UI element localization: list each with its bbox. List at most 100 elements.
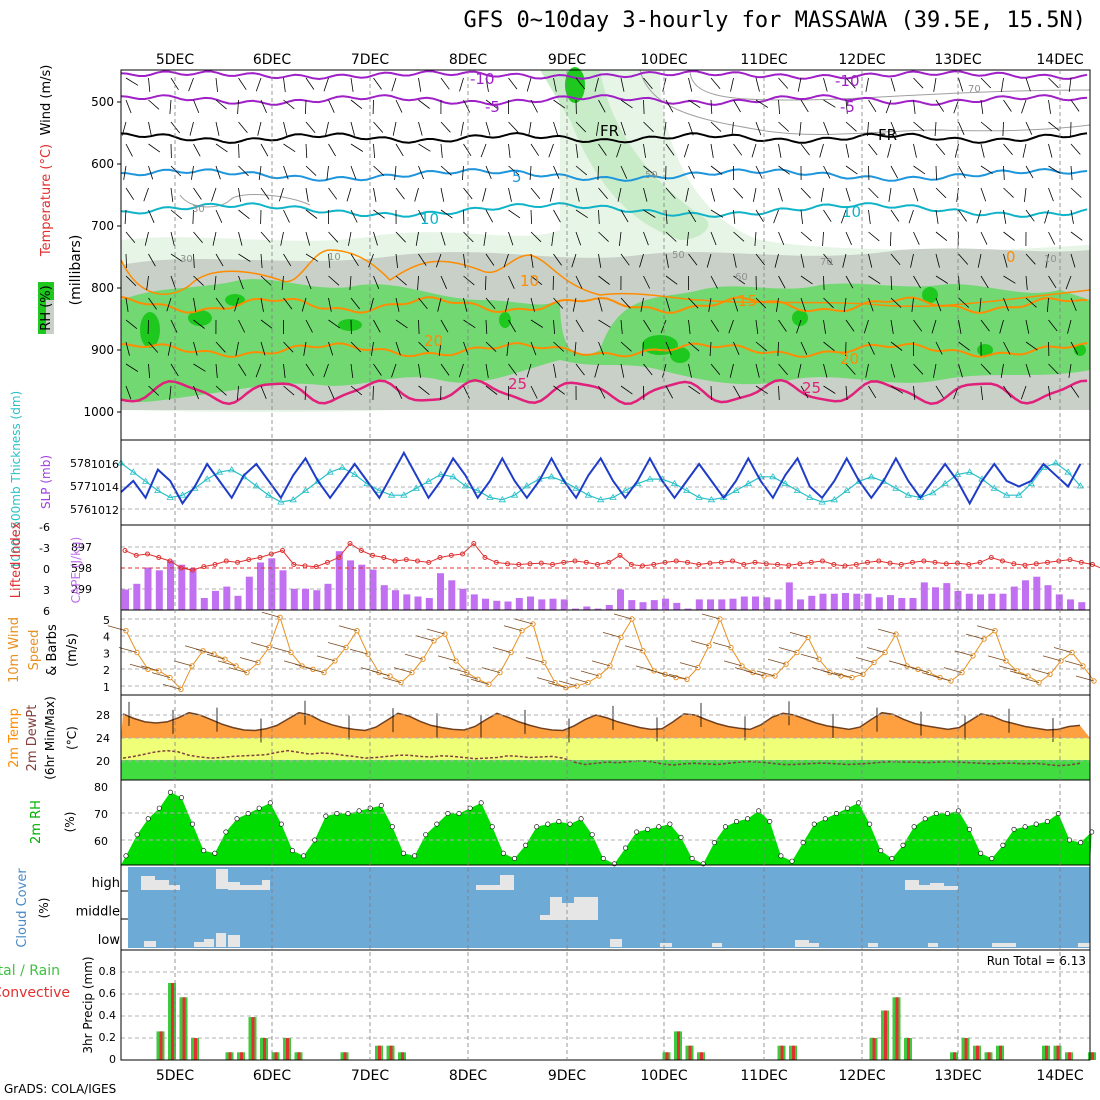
y-tick-label: 700: [91, 219, 114, 233]
wind-barb: [485, 275, 487, 291]
wind-barb: [776, 297, 779, 312]
lifted-index-marker: [257, 555, 263, 560]
wind-barb: [1009, 670, 1029, 677]
wind-barb: [463, 341, 469, 356]
wind-barb: [913, 231, 920, 245]
wind-barb: [733, 231, 745, 242]
wind-barb: [417, 275, 419, 291]
rh2m-marker: [955, 808, 961, 814]
wind-barb: [303, 341, 307, 356]
wind-barb: [710, 99, 713, 115]
wind-barb: [418, 253, 427, 266]
wind-barb: [845, 77, 856, 89]
wind-barb: [1025, 319, 1030, 334]
wind-barb: [823, 319, 826, 334]
wind-barb: [1064, 660, 1084, 667]
rh2m-marker: [911, 824, 917, 830]
wind-barb: [530, 297, 535, 312]
cloud-high-block: [476, 885, 506, 890]
wind-barb: [723, 660, 743, 667]
lifted-index-marker: [235, 559, 240, 565]
isotherm-label: 20: [840, 350, 859, 368]
date-label-bottom: 5DEC: [156, 1068, 195, 1084]
wind-barb: [865, 77, 869, 92]
wind-barb: [125, 275, 137, 287]
wind-barb: [733, 341, 740, 355]
rh2m-marker: [223, 829, 229, 835]
y-tick-label: 900: [91, 343, 114, 357]
wind-barb: [643, 363, 653, 376]
lifted-index-marker: [955, 560, 960, 566]
precip-tick: 0.6: [99, 987, 117, 1000]
wind-barb: [908, 209, 914, 224]
wind-barb: [867, 121, 869, 137]
wind-barb: [845, 99, 848, 114]
precip-tick: 0.2: [99, 1031, 117, 1044]
wind-barb: [665, 341, 672, 356]
cape-bar: [583, 606, 591, 610]
wind-barb: [800, 653, 820, 660]
wind-barb: [459, 77, 464, 92]
cape-bar: [122, 589, 129, 610]
lifted-index-tick: 3: [43, 584, 50, 597]
wind-barb: [438, 341, 442, 356]
wind-barb: [731, 121, 734, 136]
wind-barb: [745, 670, 765, 677]
lifted-index-marker: [167, 558, 173, 564]
cape-bar: [358, 564, 366, 610]
wind-barb: [976, 625, 996, 632]
date-label-bottom: 7DEC: [351, 1068, 390, 1084]
wind-barb: [435, 253, 442, 268]
wind-barb: [575, 319, 584, 333]
rh2m-marker: [500, 850, 506, 856]
wind-barb: [688, 77, 693, 92]
wind-barb: [485, 385, 498, 395]
wind-barb: [328, 99, 335, 113]
wind-barb: [935, 143, 946, 156]
wind-barb: [261, 611, 281, 618]
rh-band-upper: [540, 70, 709, 240]
wind-barb: [350, 363, 354, 378]
y-tick-label: 1000: [83, 405, 114, 419]
wind-speed-marker: [431, 638, 437, 644]
rh2m-marker: [689, 855, 695, 861]
wind-speed-line: [125, 615, 1095, 691]
wind-barb: [1070, 99, 1080, 112]
wind-barb: [260, 275, 272, 286]
thickness-marker: [1002, 491, 1011, 498]
thickness-marker: [732, 486, 740, 493]
cape-bar: [504, 601, 512, 610]
wind-barb: [890, 77, 896, 92]
wind-barb: [662, 363, 667, 378]
rh2m-marker: [190, 821, 196, 827]
wind-barb: [283, 99, 295, 110]
wind-barb: [890, 341, 903, 351]
rh2m-marker: [634, 829, 640, 835]
wind-barb: [193, 143, 201, 157]
wind-barb: [260, 143, 269, 157]
wind-barb: [890, 363, 896, 378]
wind-barb: [643, 77, 653, 90]
thickness-marker: [707, 496, 716, 503]
wind-barb: [613, 613, 633, 620]
wind-barb: [620, 165, 628, 179]
wind-barb: [536, 677, 556, 684]
cape-bar: [617, 589, 624, 610]
rh-contour-label: 30: [192, 204, 205, 215]
wind-barb: [328, 341, 334, 356]
wind-barb: [620, 209, 629, 223]
wind-barb: [935, 341, 943, 355]
wind-barb: [866, 647, 886, 653]
wind-barb: [778, 319, 787, 332]
wind-barb: [382, 677, 402, 684]
cloud-level-label: middle: [76, 905, 120, 920]
rh2m-marker: [523, 842, 529, 848]
precip-convective-bar: [286, 1038, 289, 1060]
wind-barb: [773, 209, 779, 224]
precip-axis-label-3: 3hr Precip (mm): [81, 956, 95, 1053]
wind-barb: [620, 121, 626, 136]
lifted-index-marker: [876, 558, 882, 564]
wind-speed-marker: [442, 631, 448, 637]
rh-contour: [689, 69, 1091, 101]
wind-barb: [958, 319, 962, 334]
